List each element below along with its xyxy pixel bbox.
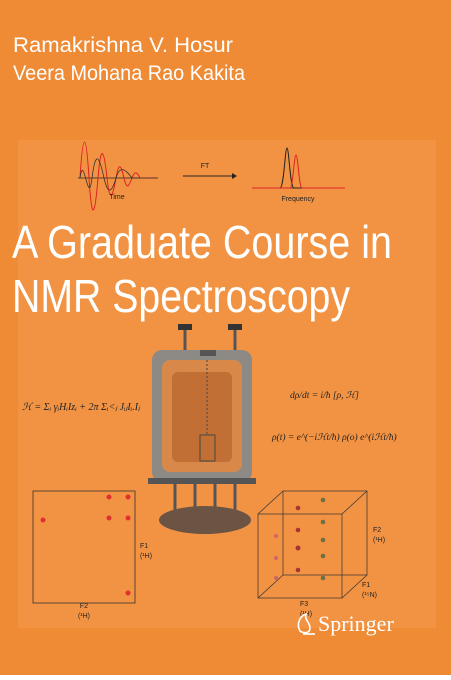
- axis-label: F1: [362, 582, 370, 589]
- fid-plot: Time: [78, 141, 158, 211]
- spectrum-plot: Frequency: [252, 147, 345, 203]
- axis-label: Time: [109, 194, 124, 201]
- equation: ρ(t) = e^(−iℋt/ħ) ρ(o) e^(iℋt/ħ): [271, 432, 397, 443]
- arrow-label: FT: [201, 163, 210, 170]
- title: A Graduate Course in: [12, 216, 392, 268]
- author: Veera Mohana Rao Kakita: [13, 62, 245, 85]
- spectrum-3d: [257, 490, 368, 599]
- axis-label: (¹H): [78, 613, 90, 620]
- publisher: Springer: [318, 611, 394, 636]
- axis-label: F2: [80, 603, 88, 610]
- publisher-logo: [297, 612, 315, 635]
- nmr-magnet: [148, 324, 256, 534]
- axis-label: F1: [140, 543, 148, 550]
- author: Ramakrishna V. Hosur: [13, 34, 233, 57]
- axis-label: (¹H): [140, 553, 152, 560]
- axis-label: Frequency: [281, 196, 315, 203]
- spectrum-2d: [32, 490, 136, 604]
- equation: dρ/dt = i/ħ [ρ, ℋ]: [290, 390, 359, 401]
- ft-arrow: FT: [183, 163, 237, 179]
- axis-label: (¹⁵N): [362, 592, 377, 599]
- equation: ℋ = Σᵢ γᵢHᵢIzᵢ + 2π Σᵢ<ⱼ JᵢⱼIᵢ.Iⱼ: [22, 402, 141, 413]
- axis-label: F3: [300, 601, 308, 608]
- axis-label: (¹H): [373, 537, 385, 544]
- title: NMR Spectroscopy: [12, 270, 350, 322]
- axis-label: F2: [373, 527, 381, 534]
